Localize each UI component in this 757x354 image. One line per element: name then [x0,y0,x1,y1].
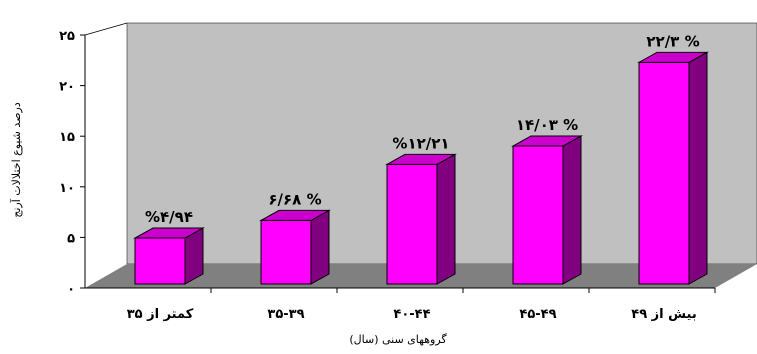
bar-data-label: % ۶/۶۸ [268,190,321,208]
y-tick-label: ۱۵ [59,130,75,145]
bar-side [436,153,456,285]
bar-top [637,51,709,63]
bar-data-label: %۴/۹۴ [145,208,193,226]
bar-front [260,219,312,285]
bar-front [512,145,564,285]
wall-edge-line [84,22,128,36]
y-axis-title: درصد شیوع اختلالات آرنج [9,102,23,218]
y-tick-label: ۲۰ [59,80,75,95]
bar-top [133,227,205,239]
bar-side [688,51,708,285]
y-tick-label: ۲۵ [59,29,75,44]
bar-data-label: % ۱۴/۰۳ [516,116,578,134]
bar-data-label: % ۲۲/۳ [646,32,699,50]
bar-side [562,135,582,285]
x-axis-title: گروههای سنی (سال) [349,333,447,346]
x-category-label: بیش از ۴۹ [631,307,696,322]
bar-front [134,237,186,285]
y-tick-label: ۰ [67,282,75,297]
x-category-label: ۴۰-۴۴ [393,307,430,322]
y-tick-label: ۱۰ [59,181,75,196]
bar-data-label: %۱۲/۲۱ [392,134,449,152]
x-category-label: کمتر از ۳۵ [127,307,194,322]
x-category-label: ۴۵-۴۹ [519,307,556,322]
y-tick-label: ۵ [67,231,75,246]
bar-top [511,135,583,147]
chart-back-wall [126,22,757,265]
bar-side [310,209,330,285]
bar-top [385,153,457,165]
x-category-label: ۳۵-۳۹ [267,307,304,322]
bar-front [386,163,438,285]
bar-top [259,209,331,221]
bar-front [638,61,690,285]
